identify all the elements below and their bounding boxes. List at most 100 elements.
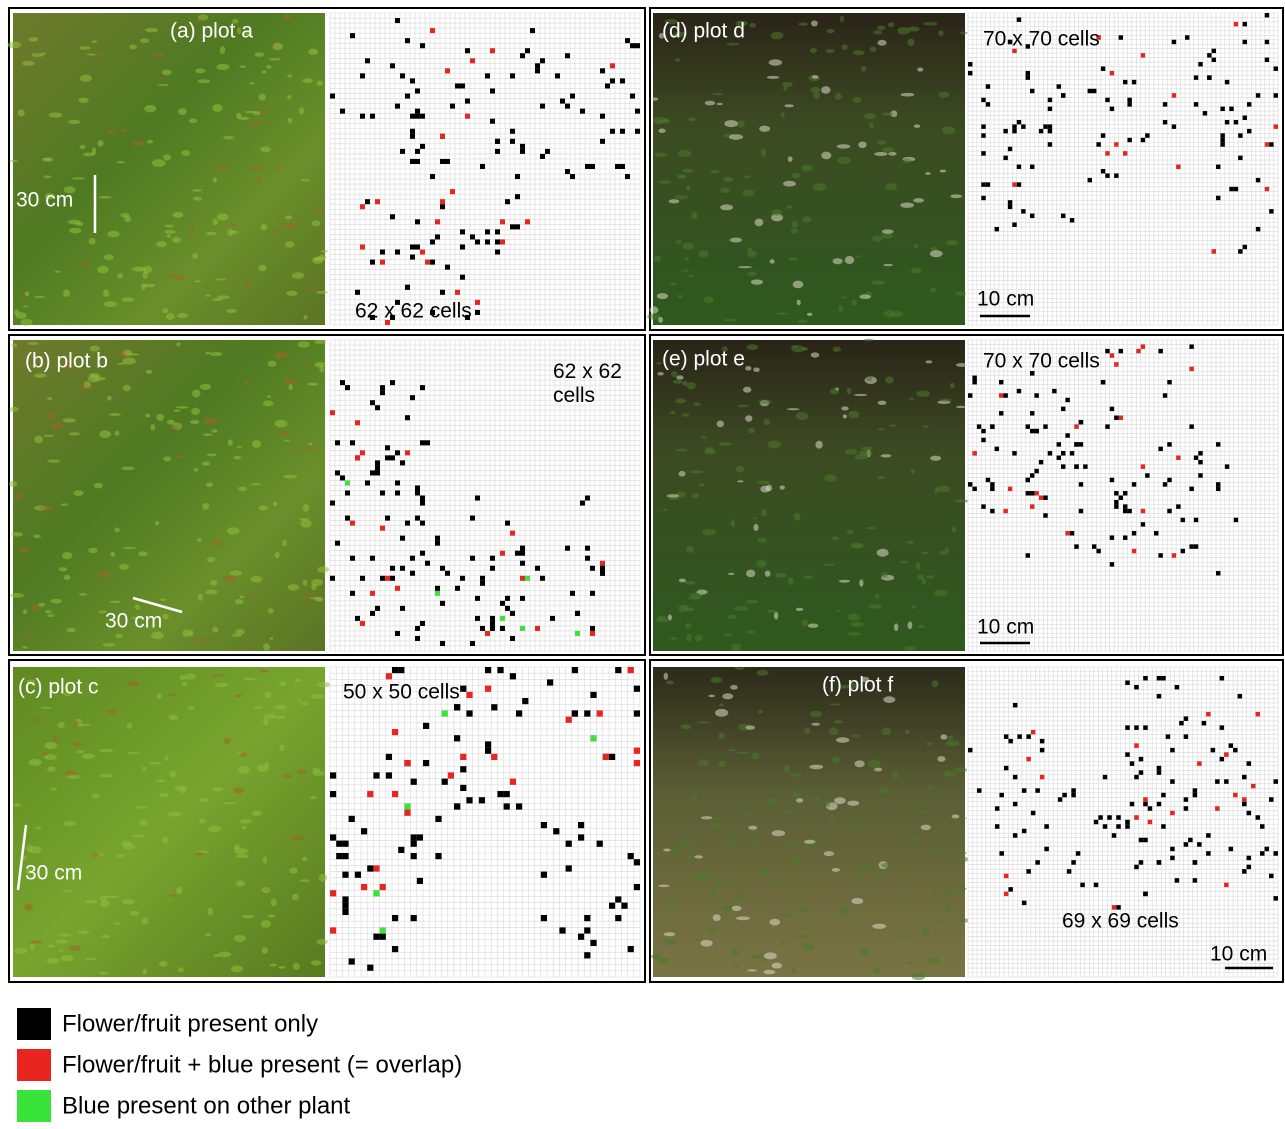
cell [330, 501, 335, 506]
cell [1141, 138, 1145, 142]
photo-texture [861, 66, 867, 72]
photo-texture [68, 120, 81, 124]
cell [404, 810, 410, 816]
photo-texture [723, 177, 734, 182]
cell [995, 227, 999, 231]
photo [653, 667, 965, 977]
cell [625, 38, 630, 43]
photo-texture [921, 825, 931, 831]
photo-texture [230, 570, 243, 575]
cell [1216, 571, 1220, 575]
photo-texture [145, 28, 158, 33]
cell [340, 109, 345, 114]
photo-texture [657, 362, 662, 364]
photo-texture [237, 446, 242, 448]
photo-texture [268, 361, 277, 367]
photo-texture [311, 960, 322, 965]
cell [435, 591, 440, 596]
cell [1026, 424, 1030, 428]
photo-texture [791, 345, 805, 352]
photo-texture [316, 939, 327, 945]
cell [1034, 429, 1038, 433]
photo-texture [664, 932, 676, 936]
photo-texture [303, 504, 310, 512]
cell [1163, 102, 1167, 106]
photo-texture [115, 431, 120, 436]
photo-texture [719, 703, 724, 706]
cell [380, 250, 385, 255]
cell [1251, 784, 1255, 788]
cell [1242, 775, 1246, 779]
cell [1079, 482, 1083, 486]
cell [1017, 389, 1021, 393]
cell [1161, 793, 1165, 797]
photo-texture [59, 950, 63, 953]
cell [999, 393, 1003, 397]
cell [1269, 142, 1273, 146]
cell [430, 260, 435, 265]
photo-texture [282, 540, 287, 547]
photo-texture [769, 881, 777, 884]
photo-texture [308, 49, 318, 55]
cell [390, 214, 395, 219]
cell [1197, 842, 1201, 846]
cell [1123, 151, 1127, 155]
cell [1224, 752, 1228, 756]
photo-texture [916, 562, 921, 570]
cell [1043, 496, 1047, 500]
photo-texture [796, 412, 808, 420]
cell [1225, 80, 1229, 84]
cell [330, 927, 336, 933]
photo-texture [881, 454, 892, 457]
cell [360, 450, 365, 455]
photo-texture [859, 450, 872, 456]
cell [500, 601, 505, 606]
photo-texture [686, 185, 691, 190]
photo-texture [92, 793, 100, 798]
photo-texture [757, 538, 767, 543]
cell [572, 710, 578, 716]
legend-swatch [17, 1008, 51, 1040]
cell [1194, 102, 1198, 106]
cell [342, 841, 348, 847]
photo-texture [809, 765, 823, 770]
cell [475, 616, 480, 621]
photo-texture [34, 373, 47, 378]
cell [515, 551, 520, 556]
cell [335, 470, 340, 475]
cell [535, 626, 540, 631]
cell [515, 224, 520, 229]
photo-texture [907, 962, 914, 964]
photo-texture [253, 111, 260, 115]
cell [335, 440, 340, 445]
cell [485, 73, 490, 78]
photo-texture [156, 414, 164, 422]
photo-texture [955, 291, 966, 295]
photo-texture [928, 957, 941, 963]
cell [1157, 860, 1161, 864]
cell [1074, 544, 1078, 548]
cell [365, 199, 370, 204]
photo-texture [840, 16, 844, 22]
cell [1193, 788, 1197, 792]
cell [1161, 676, 1165, 680]
photo-texture [238, 487, 247, 491]
photo-texture [941, 891, 955, 894]
cell [597, 710, 603, 716]
cell [566, 717, 572, 723]
photo-texture [178, 967, 184, 972]
cell [510, 224, 515, 229]
cell [1105, 424, 1109, 428]
photo-texture [871, 280, 885, 285]
cell [634, 710, 640, 716]
cell [495, 229, 500, 234]
cell [1048, 98, 1052, 102]
legend-swatch [17, 1090, 51, 1122]
cell [490, 48, 495, 53]
cell [1070, 451, 1074, 455]
cell [1220, 725, 1224, 729]
cell [485, 748, 491, 754]
cell [490, 621, 495, 626]
panel-label: (e) plot e [662, 348, 745, 371]
photo-texture [271, 899, 277, 907]
